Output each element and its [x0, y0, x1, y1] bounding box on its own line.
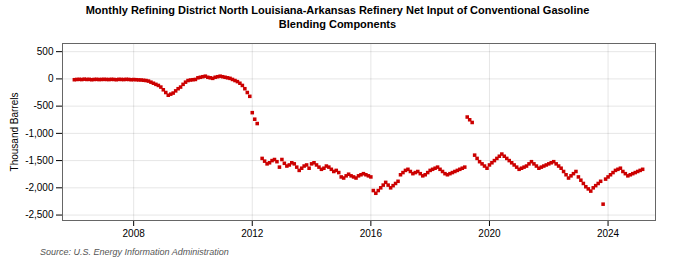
svg-text:2008: 2008	[123, 228, 146, 239]
svg-text:2020: 2020	[478, 228, 501, 239]
svg-text:-1,000: -1,000	[25, 128, 54, 139]
svg-text:-2,000: -2,000	[25, 182, 54, 193]
svg-text:-2,500: -2,500	[25, 209, 54, 220]
svg-text:Thousand Barrels: Thousand Barrels	[9, 93, 20, 172]
html-text:Source: U.S. Energy Informatio: Source: U.S. Energy Information Administ…	[40, 247, 229, 257]
svg-text:2024: 2024	[597, 228, 620, 239]
html-text:Blending Components: Blending Components	[278, 18, 397, 30]
svg-text:2016: 2016	[360, 228, 383, 239]
svg-text:0: 0	[48, 73, 54, 84]
svg-text:-500: -500	[33, 100, 53, 111]
svg-text:2012: 2012	[241, 228, 264, 239]
svg-text:500: 500	[37, 46, 54, 57]
svg-text:-1,500: -1,500	[25, 155, 54, 166]
html-text:Monthly Refining District Nort: Monthly Refining District North Louisian…	[85, 4, 590, 16]
